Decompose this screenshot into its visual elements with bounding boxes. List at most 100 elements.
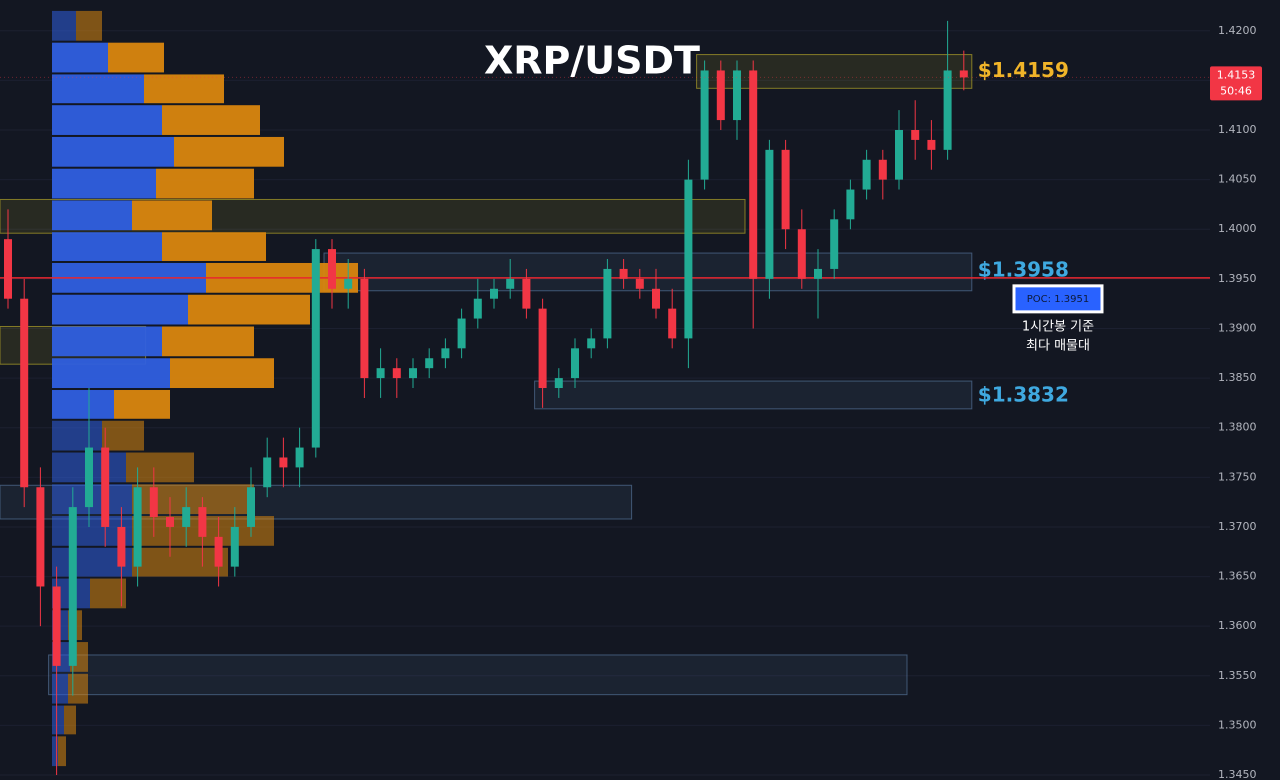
y-tick-label: 1.3950	[1218, 272, 1257, 285]
candle-body	[85, 447, 93, 508]
y-tick-label: 1.4200	[1218, 24, 1257, 37]
y-tick-label: 1.3700	[1218, 520, 1257, 533]
candle-body	[619, 268, 628, 279]
profile-sell	[68, 673, 88, 704]
profile-sell	[76, 10, 102, 41]
profile-sell	[156, 168, 254, 199]
candle-body	[360, 278, 369, 379]
profile-buy	[52, 10, 76, 41]
candle-body	[716, 70, 725, 121]
candle-body	[814, 268, 822, 279]
profile-buy	[52, 42, 108, 73]
candle-body	[473, 298, 482, 319]
candle-body	[571, 348, 579, 379]
candle-body	[927, 139, 936, 150]
profile-sell	[64, 705, 76, 735]
candle-body	[911, 130, 920, 140]
candle-body	[311, 249, 320, 448]
profile-sell	[132, 200, 212, 231]
profile-buy	[52, 200, 132, 231]
candle-body	[441, 348, 450, 359]
y-tick-label: 1.3900	[1218, 321, 1257, 334]
profile-buy	[52, 168, 156, 199]
profile-buy	[52, 294, 188, 325]
candle-body	[652, 288, 660, 309]
profile-buy	[52, 136, 174, 167]
candle-body	[376, 368, 385, 379]
profile-sell	[174, 136, 284, 167]
profile-buy	[52, 420, 102, 451]
y-tick-label: 1.3750	[1218, 470, 1257, 483]
candle-body	[52, 586, 61, 666]
candle-body	[36, 487, 45, 587]
candle-body	[263, 457, 272, 488]
profile-sell	[144, 74, 224, 104]
profile-sell	[58, 736, 66, 767]
candle-body	[733, 70, 741, 121]
poc-box	[1012, 284, 1104, 314]
zone	[323, 252, 973, 292]
zone-label: $1.4159	[978, 58, 1069, 82]
candle-body	[149, 487, 158, 518]
candle-body	[765, 149, 774, 279]
candle-body	[603, 268, 612, 339]
y-tick-label: 1.3850	[1218, 371, 1257, 384]
countdown: 50:46	[1220, 84, 1252, 97]
candle-body	[214, 536, 223, 567]
candle-body	[862, 159, 871, 190]
profile-buy	[52, 74, 144, 104]
chart-title: XRP/USDT	[484, 39, 700, 83]
candle-body	[457, 318, 466, 349]
profile-sell	[162, 105, 260, 135]
profile-buy	[52, 358, 170, 389]
profile-sell	[102, 420, 144, 451]
candle-body	[846, 189, 855, 220]
candle-body	[328, 249, 336, 289]
profile-sell	[188, 294, 310, 325]
y-tick-label: 1.4000	[1218, 222, 1257, 235]
poc-label: POC: 1.3951	[1027, 294, 1089, 305]
last-price-label: 1.4153	[1217, 68, 1256, 81]
profile-sell	[90, 578, 126, 609]
profile-sell	[170, 358, 274, 389]
zone-label: $1.3832	[978, 382, 1069, 406]
candle-body	[700, 70, 709, 180]
y-tick-label: 1.3650	[1218, 570, 1257, 583]
note: 최다 매물대	[1026, 339, 1090, 354]
candle-body	[279, 457, 288, 468]
candle-body	[749, 70, 758, 279]
profile-buy	[52, 390, 114, 419]
candle-body	[587, 338, 596, 349]
candle-body	[635, 278, 644, 289]
profile-sell	[162, 326, 254, 357]
y-tick-label: 1.4100	[1218, 123, 1257, 136]
candle-body	[4, 239, 12, 299]
profile-buy	[52, 736, 58, 767]
zone	[534, 380, 973, 410]
profile-buy	[52, 673, 68, 704]
profile-buy	[52, 705, 64, 735]
candle-body	[895, 130, 903, 180]
profile-sell	[162, 232, 266, 261]
candle-body	[425, 358, 434, 369]
candle-body	[198, 507, 207, 537]
y-tick-label: 1.3450	[1218, 768, 1257, 780]
y-tick-label: 1.3500	[1218, 718, 1257, 731]
candle-body	[117, 526, 126, 567]
profile-sell	[132, 547, 228, 577]
candle-body	[166, 517, 174, 527]
candle-body	[538, 308, 547, 389]
candle-body	[684, 179, 693, 339]
profile-buy	[52, 232, 162, 261]
candle-body	[392, 368, 401, 379]
profile-sell	[126, 452, 194, 483]
candle-body	[247, 487, 255, 527]
y-tick-label: 1.3800	[1218, 421, 1257, 434]
candle-body	[230, 526, 239, 567]
candle-body	[295, 447, 304, 468]
profile-sell	[114, 390, 170, 419]
zone	[696, 54, 973, 89]
candle-body	[781, 149, 790, 230]
